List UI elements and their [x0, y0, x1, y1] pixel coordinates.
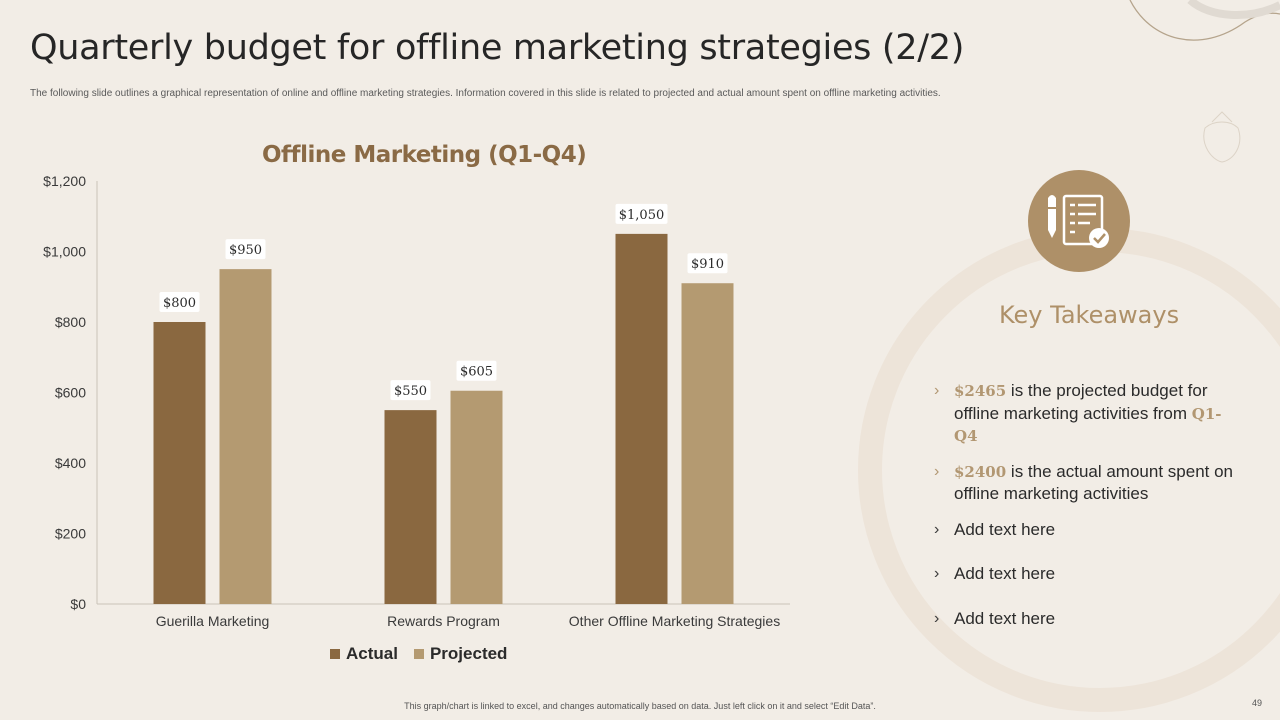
- chevron-right-icon: ›: [934, 609, 940, 627]
- legend-label-projected: Projected: [429, 644, 508, 663]
- strawberry-icon: [1203, 111, 1241, 163]
- data-label: $605: [460, 365, 493, 380]
- data-label-box: [390, 380, 431, 401]
- data-label: $800: [163, 296, 196, 311]
- takeaway-2-text: is the actual amount spent on offline ma…: [954, 461, 1233, 504]
- data-label-box: [687, 253, 728, 274]
- data-label-box: [456, 360, 497, 381]
- data-label: $950: [229, 243, 262, 258]
- data-label: $910: [691, 257, 724, 272]
- takeaway-1-text: is the projected budget for offline mark…: [954, 381, 1208, 423]
- bar-projected-3: [681, 283, 734, 604]
- bar-actual-1: [153, 322, 206, 604]
- bar-chart[interactable]: $0 $200 $400 $600 $800 $1,000 $1,200 Guerilla M…: [0, 0, 820, 640]
- bar-actual-2: [384, 410, 437, 604]
- y-tick-label: $800: [55, 314, 86, 330]
- data-label-box: [615, 203, 668, 224]
- legend-item-projected: Projected: [413, 644, 508, 664]
- y-tick-label: $1,200: [43, 173, 86, 189]
- takeaway-item-3: › Add text here: [932, 519, 1242, 542]
- y-tick-label: $1,000: [43, 244, 86, 260]
- chevron-right-icon: ›: [934, 382, 940, 399]
- data-label-box: [225, 239, 266, 260]
- x-tick-label: Guerilla Marketing: [156, 613, 270, 629]
- checklist-pen-icon: [1028, 170, 1130, 272]
- data-label-box: [159, 292, 200, 312]
- bar-projected-2: [450, 390, 503, 604]
- legend-item-actual: Actual: [330, 644, 398, 664]
- y-tick-label: $600: [55, 385, 86, 401]
- chart-legend: Actual Projected: [330, 644, 507, 664]
- x-tick-label: Rewards Program: [387, 613, 500, 629]
- takeaway-1-highlight-2: Q1-Q4: [954, 404, 1222, 446]
- bar-actual-3: [615, 233, 668, 604]
- chevron-right-icon: ›: [934, 520, 940, 538]
- legend-swatch-projected: [413, 649, 424, 659]
- takeaway-5-text: Add text here: [954, 608, 1056, 628]
- data-label: $550: [394, 384, 427, 399]
- y-tick-label: $400: [55, 455, 86, 471]
- takeaways-heading: Key Takeaways: [999, 301, 1180, 329]
- takeaway-item-1: › $2465 is the projected budget for offl…: [932, 380, 1242, 448]
- bar-projected-1: [219, 269, 272, 604]
- x-tick-label: Other Offline Marketing Strategies: [569, 613, 780, 629]
- data-label: $1,050: [619, 208, 665, 223]
- takeaway-2-highlight: $2400: [954, 462, 1007, 481]
- takeaway-item-2: › $2400 is the actual amount spent on of…: [932, 461, 1242, 506]
- legend-label-actual: Actual: [346, 644, 398, 663]
- slide-subtitle: The following slide outlines a graphical…: [30, 88, 941, 99]
- takeaways-list: › $2465 is the projected budget for offl…: [932, 380, 1242, 630]
- y-tick-label: $0: [70, 596, 86, 612]
- takeaway-4-text: Add text here: [954, 564, 1056, 583]
- takeaway-1-highlight: $2465: [954, 382, 1007, 400]
- page-number: 49: [1252, 698, 1263, 708]
- chevron-right-icon: ›: [934, 462, 940, 480]
- takeaway-3-text: Add text here: [954, 519, 1056, 539]
- legend-swatch-actual: [330, 649, 340, 659]
- slide-title: Quarterly budget for offline marketing s…: [30, 28, 965, 68]
- takeaway-item-5: › Add text here: [932, 608, 1242, 631]
- y-tick-label: $200: [55, 526, 86, 542]
- chart-title: Offline Marketing (Q1-Q4): [262, 142, 587, 168]
- takeaway-item-4: › Add text here: [932, 563, 1242, 586]
- footer-note: This graph/chart is linked to excel, and…: [404, 701, 876, 711]
- chevron-right-icon: ›: [934, 565, 940, 582]
